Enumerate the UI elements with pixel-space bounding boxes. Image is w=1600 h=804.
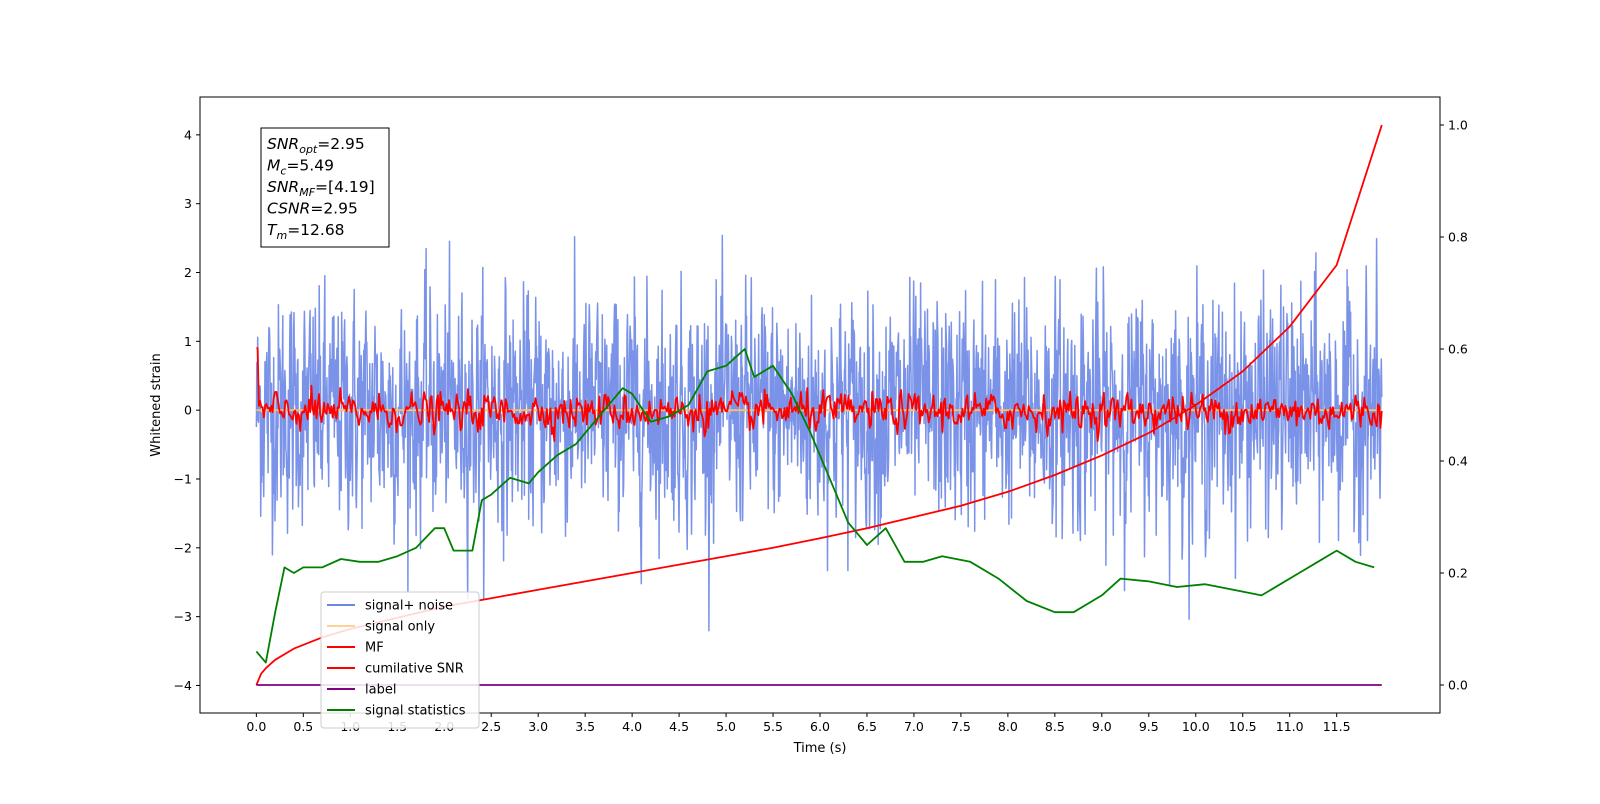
x-tick-label: 0.5 bbox=[293, 719, 313, 734]
x-tick-label: 5.5 bbox=[763, 719, 783, 734]
y2-tick-label: 0.0 bbox=[1448, 678, 1468, 693]
x-tick-label: 0.0 bbox=[246, 719, 266, 734]
y-tick-label: −3 bbox=[174, 609, 192, 624]
legend: signal+ noise signal only MF cumilative SNR… bbox=[320, 591, 480, 729]
x-tick-label: 6.0 bbox=[810, 719, 830, 734]
y-axis-right: 0.0 0.2 0.4 0.6 0.8 1.0 bbox=[1440, 118, 1468, 693]
y-tick-label: 2 bbox=[184, 265, 192, 280]
series-layer bbox=[255, 124, 1383, 686]
y-tick-label: −2 bbox=[174, 540, 192, 555]
series-signal-statistics bbox=[255, 348, 1375, 664]
annotation-frame bbox=[260, 127, 390, 248]
x-tick-label: 10.5 bbox=[1229, 719, 1257, 734]
annotation-line: SNRMF=[4.19] bbox=[267, 178, 375, 199]
x-tick-label: 4.5 bbox=[669, 719, 689, 734]
x-tick-label: 2.5 bbox=[481, 719, 501, 734]
y-tick-label: −1 bbox=[174, 471, 192, 486]
y-tick-label: 4 bbox=[184, 127, 192, 142]
y2-tick-label: 1.0 bbox=[1448, 118, 1468, 133]
x-tick-label: 7.5 bbox=[951, 719, 971, 734]
y-tick-label: 0 bbox=[184, 403, 192, 418]
x-tick-label: 4.0 bbox=[622, 719, 642, 734]
x-tick-label: 5.0 bbox=[716, 719, 736, 734]
x-tick-label: 3.0 bbox=[528, 719, 548, 734]
annotation-line: Tm=12.68 bbox=[267, 221, 345, 242]
y-axis-left: −4 −3 −2 −1 0 1 2 3 4 bbox=[174, 127, 200, 693]
series-cumilative-snr bbox=[255, 124, 1383, 686]
x-tick-label: 8.0 bbox=[998, 719, 1018, 734]
y-tick-label: −4 bbox=[174, 678, 192, 693]
legend-label: signal+ noise bbox=[365, 599, 453, 614]
legend-label: signal statistics bbox=[365, 704, 466, 719]
y-tick-label: 1 bbox=[184, 334, 192, 349]
y2-tick-label: 0.4 bbox=[1448, 454, 1468, 469]
x-tick-label: 8.5 bbox=[1045, 719, 1065, 734]
annotation-line: SNRopt=2.95 bbox=[267, 135, 365, 156]
x-tick-label: 11.5 bbox=[1323, 719, 1351, 734]
legend-label: label bbox=[365, 683, 396, 698]
y2-tick-label: 0.2 bbox=[1448, 566, 1468, 581]
annotation-line: Mc=5.49 bbox=[267, 157, 334, 178]
annotation-line: CSNR=2.95 bbox=[267, 200, 358, 218]
x-tick-label: 11.0 bbox=[1276, 719, 1304, 734]
y-tick-label: 3 bbox=[184, 196, 192, 211]
x-tick-label: 9.0 bbox=[1092, 719, 1112, 734]
legend-label: MF bbox=[365, 641, 384, 656]
legend-label: signal only bbox=[365, 620, 435, 635]
y-axis-label: Whitened strain bbox=[149, 353, 164, 456]
x-tick-label: 10.0 bbox=[1182, 719, 1210, 734]
x-axis-label: Time (s) bbox=[793, 741, 847, 756]
legend-frame bbox=[320, 591, 480, 729]
x-tick-label: 6.5 bbox=[857, 719, 877, 734]
legend-label: cumilative SNR bbox=[365, 662, 464, 677]
x-tick-label: 7.0 bbox=[904, 719, 924, 734]
y2-tick-label: 0.8 bbox=[1448, 230, 1468, 245]
x-tick-label: 3.5 bbox=[575, 719, 595, 734]
x-tick-label: 9.5 bbox=[1139, 719, 1159, 734]
y2-tick-label: 0.6 bbox=[1448, 342, 1468, 357]
